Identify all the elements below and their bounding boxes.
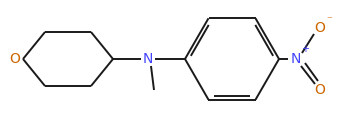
Text: O: O — [9, 52, 20, 66]
Text: O: O — [314, 21, 325, 35]
Text: N: N — [143, 52, 153, 66]
Text: N: N — [291, 52, 301, 66]
Text: ⁻: ⁻ — [326, 15, 332, 25]
Text: +: + — [301, 44, 309, 54]
Text: O: O — [314, 83, 325, 97]
